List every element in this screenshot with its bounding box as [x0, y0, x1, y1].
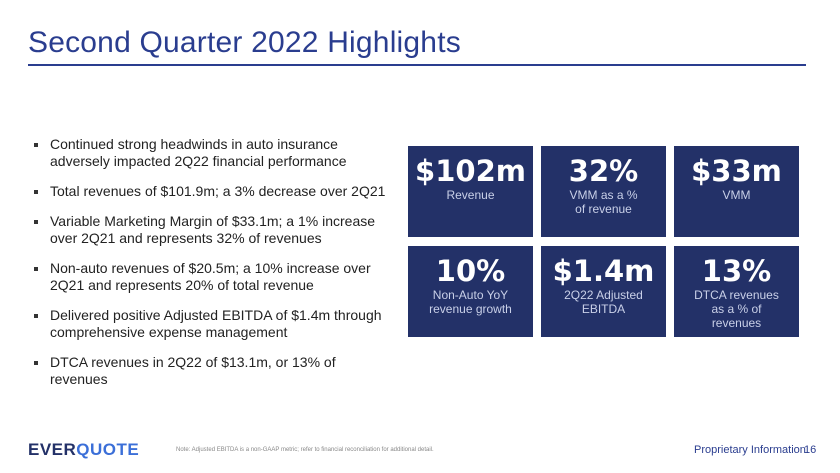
- metric-value: $33m: [691, 154, 782, 188]
- metric-tile-nonauto-growth: 10% Non-Auto YoY revenue growth: [408, 246, 533, 337]
- logo-text-ever: EVER: [28, 440, 77, 459]
- metric-label: 2Q22 Adjusted EBITDA: [564, 288, 643, 316]
- everquote-logo: EVERQUOTE: [28, 440, 139, 460]
- list-item: Total revenues of $101.9m; a 3% decrease…: [34, 183, 394, 200]
- list-item: DTCA revenues in 2Q22 of $13.1m, or 13% …: [34, 354, 394, 388]
- metric-value: $1.4m: [552, 254, 655, 288]
- metric-value: 13%: [701, 254, 772, 288]
- proprietary-label: Proprietary Information: [694, 444, 806, 456]
- metric-tile-revenue: $102m Revenue: [408, 146, 533, 237]
- metrics-grid: $102m Revenue 32% VMM as a % of revenue …: [408, 146, 799, 338]
- logo-text-quote: QUOTE: [76, 440, 140, 459]
- metric-tile-dtca: 13% DTCA revenues as a % of revenues: [674, 246, 799, 337]
- metric-value: 32%: [568, 154, 639, 188]
- highlights-list: Continued strong headwinds in auto insur…: [34, 136, 394, 401]
- metric-label: VMM: [722, 188, 751, 202]
- slide-title: Second Quarter 2022 Highlights: [28, 26, 461, 59]
- title-divider: [28, 64, 806, 66]
- metric-value: 10%: [435, 254, 506, 288]
- page-number: 16: [804, 444, 817, 456]
- metric-label: VMM as a % of revenue: [569, 188, 638, 216]
- metric-value: $102m: [415, 154, 526, 188]
- metric-tile-vmm: $33m VMM: [674, 146, 799, 237]
- metric-tile-adj-ebitda: $1.4m 2Q22 Adjusted EBITDA: [541, 246, 666, 337]
- metric-tile-vmm-pct: 32% VMM as a % of revenue: [541, 146, 666, 237]
- metric-label: Non-Auto YoY revenue growth: [429, 288, 512, 316]
- footnote: Note: Adjusted EBITDA is a non-GAAP metr…: [176, 447, 434, 453]
- list-item: Non-auto revenues of $20.5m; a 10% incre…: [34, 260, 394, 294]
- list-item: Delivered positive Adjusted EBITDA of $1…: [34, 307, 394, 341]
- list-item: Variable Marketing Margin of $33.1m; a 1…: [34, 213, 394, 247]
- metric-label: DTCA revenues as a % of revenues: [694, 288, 779, 330]
- metric-label: Revenue: [446, 188, 495, 202]
- list-item: Continued strong headwinds in auto insur…: [34, 136, 394, 170]
